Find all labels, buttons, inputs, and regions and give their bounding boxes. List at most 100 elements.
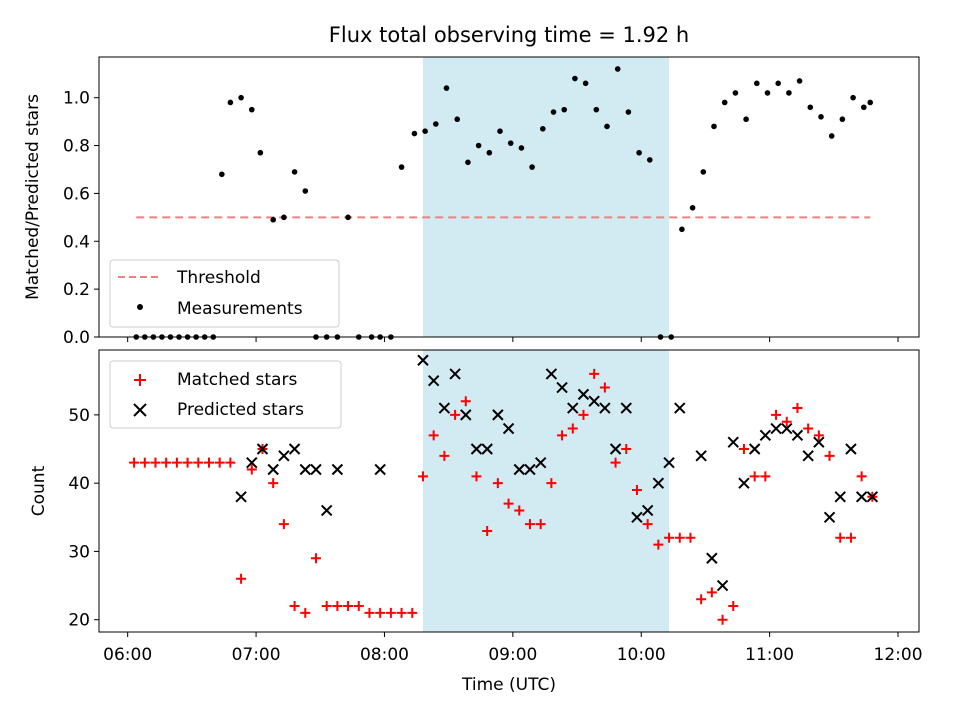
count-axis-label: Count	[29, 465, 49, 516]
matched-star-point	[845, 532, 856, 543]
matched-star-point	[803, 423, 814, 434]
matched-star-point	[524, 519, 535, 530]
matched-star-point	[792, 403, 803, 414]
count-panel: 20 30 40 50 06:00 07:00 08:00 09:00 10:00 11:00 1…	[29, 349, 923, 695]
measurement-point	[345, 214, 351, 221]
predicted-star-point	[845, 443, 857, 455]
matched-star-point	[771, 409, 782, 420]
matched-star-point	[171, 457, 182, 468]
legend-measurements-label: Measurements	[177, 299, 303, 319]
predicted-star-point	[716, 579, 729, 592]
predicted-star-point	[310, 463, 322, 476]
measurement-point	[561, 106, 568, 113]
ratio-panel-frame	[98, 56, 920, 338]
measurement-point	[647, 157, 653, 163]
predicted-star-point	[492, 409, 504, 421]
predicted-star-point	[320, 504, 333, 517]
measurement-point	[465, 159, 471, 166]
matched-star-point	[728, 601, 739, 612]
matched-star-point	[460, 396, 471, 407]
legend-matched-swatch	[134, 374, 146, 386]
matched-star-point	[696, 594, 707, 605]
ratio-y-tick-label: 0.4	[63, 232, 90, 252]
predicted-star-point	[823, 511, 836, 523]
matched-star-point	[396, 607, 407, 618]
matched-star-point	[203, 457, 214, 468]
legend-matched-label: Matched stars	[177, 370, 297, 390]
predicted-star-point	[235, 491, 247, 503]
predicted-star-point	[599, 402, 611, 414]
predicted-star-point	[288, 443, 301, 455]
measurement-point	[518, 145, 525, 151]
measurement-point	[443, 85, 450, 91]
measurement-point	[732, 90, 739, 96]
count-panel-frame	[98, 349, 920, 633]
matched-star-point	[364, 607, 375, 618]
matched-star-point	[332, 601, 343, 612]
measurement-point	[743, 116, 749, 123]
legend-predicted-swatch	[133, 403, 147, 417]
legend-measurements-swatch	[137, 304, 143, 310]
predicted-star-point	[427, 375, 440, 387]
measurement-point	[850, 94, 856, 101]
matched-star-point	[150, 457, 161, 468]
matched-star-point	[289, 601, 300, 612]
measurement-point	[786, 90, 792, 96]
ratio-legend-box	[109, 259, 340, 328]
predicted-star-point	[534, 456, 547, 469]
measurement-point	[679, 226, 685, 233]
matched-star-point	[236, 573, 247, 584]
predicted-star-point	[652, 477, 665, 489]
measurement-point	[411, 130, 418, 137]
measurement-point	[248, 106, 255, 113]
predicted-star-point	[577, 388, 590, 401]
measurement-point	[796, 78, 803, 84]
measurement-point	[582, 80, 589, 87]
measurement-point	[775, 80, 781, 87]
predicted-star-point	[513, 463, 525, 476]
predicted-star-point	[706, 552, 718, 564]
matched-star-point	[514, 505, 525, 516]
predicted-star-point	[770, 422, 782, 435]
measurement-point	[550, 109, 557, 115]
matched-star-point	[738, 444, 749, 455]
measurement-point	[540, 125, 546, 132]
matched-star-point	[300, 607, 311, 618]
matched-star-point	[214, 457, 225, 468]
predicted-star-point	[331, 463, 344, 476]
matched-star-point	[546, 478, 557, 489]
measurement-point	[860, 104, 867, 111]
measurement-point	[689, 204, 696, 211]
count-legend: Matched stars Predicted stars	[109, 360, 342, 429]
predicted-star-point	[256, 443, 269, 455]
matched-star-point	[685, 532, 696, 543]
predicted-star-point	[609, 443, 622, 455]
matched-star-point	[760, 471, 771, 482]
predicted-star-point	[374, 463, 386, 476]
matched-star-point	[578, 409, 589, 420]
count-y-tick-label: 30	[68, 542, 90, 562]
x-tick-label: 07:00	[232, 645, 281, 665]
matched-star-point	[567, 423, 578, 434]
x-tick-label: 09:00	[488, 645, 537, 665]
matched-star-point	[471, 471, 482, 482]
measurement-point	[711, 123, 717, 130]
predicted-star-point	[267, 463, 279, 476]
measurement-point	[614, 66, 621, 72]
matched-star-point	[375, 607, 386, 618]
matched-star-point	[674, 532, 685, 543]
predicted-star-point	[449, 368, 461, 380]
ratio-axis-label: Matched/Predicted stars	[23, 94, 43, 300]
matched-star-point	[321, 601, 332, 612]
predicted-star-point	[781, 422, 793, 435]
count-y-tick-label: 50	[68, 406, 90, 426]
measurement-point	[507, 140, 514, 146]
x-tick-label: 06:00	[103, 645, 152, 665]
ratio-y-tick-label: 0.0	[63, 328, 90, 348]
predicted-star-point	[502, 422, 515, 435]
matched-star-point	[631, 484, 642, 495]
measurement-point	[529, 164, 535, 170]
measurement-point	[398, 164, 405, 170]
legend-threshold-label: Threshold	[176, 268, 261, 288]
matched-star-point	[246, 464, 257, 475]
